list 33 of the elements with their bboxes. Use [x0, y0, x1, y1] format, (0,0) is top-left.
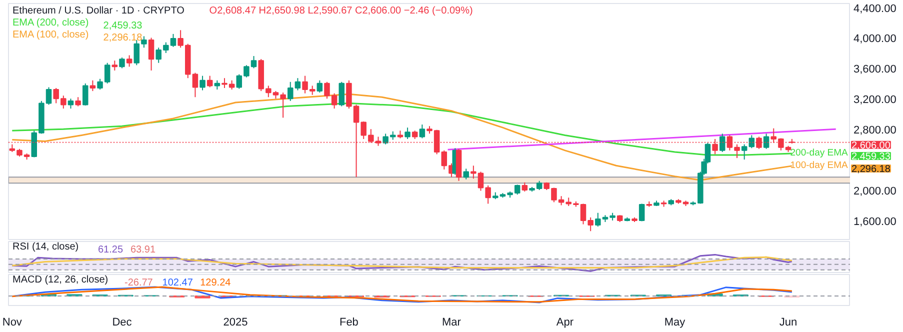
y-tick-label: 3,200.00 — [854, 94, 896, 106]
annotation: 63.91 — [130, 244, 156, 256]
x-tick-label: Dec — [112, 316, 132, 328]
annotation: 100-day EMA — [790, 160, 848, 171]
y-tick-label: 3,600.00 — [854, 64, 896, 76]
x-tick-label: 2025 — [223, 316, 248, 328]
text: 2,296.18 — [852, 164, 890, 175]
chart-title: RSI (14, close) — [12, 242, 79, 252]
text: EMA (200, close) — [12, 18, 89, 28]
x-tick-label: Mar — [442, 316, 462, 328]
y-tick-label: 2,000.00 — [854, 185, 896, 198]
annotation: 2,459.33 — [103, 20, 143, 32]
annotation: 200-day EMA — [790, 148, 848, 159]
ref-line-label: 2,606.00 — [852, 140, 891, 152]
annotation: 129.24 — [200, 278, 232, 288]
x-tick-label: Nov — [2, 316, 22, 328]
text: EMA (100, close) — [12, 30, 89, 40]
x-tick-label: May — [664, 316, 686, 328]
chart-title: MACD (12, 26, close) — [12, 274, 108, 286]
x-tick-label: Apr — [556, 316, 574, 328]
annotation: 61.25 — [98, 244, 124, 256]
y-tick-label: 2,800.00 — [854, 124, 896, 137]
x-tick-label: Feb — [339, 316, 358, 328]
y-tick-label: 4,400.00 — [854, 2, 896, 15]
chart-title: Ethereum / U.S. Dollar · 1D · CRYPTO — [12, 6, 185, 16]
text: 2,459.33 — [852, 152, 890, 163]
y-tick-label: 4,000.00 — [854, 33, 896, 46]
x-tick-label: Jun — [779, 316, 798, 328]
annotation: 2,296.18 — [103, 32, 143, 44]
annotation: 102.47 — [162, 278, 194, 288]
annotation: -26.77 — [124, 278, 154, 288]
chart-subtitle: O2,608.47 H2,650.98 L2,590.67 C2,606.00 −2.46 (−0.09%) — [209, 6, 473, 16]
y-tick-label: 1,600.00 — [854, 216, 896, 228]
